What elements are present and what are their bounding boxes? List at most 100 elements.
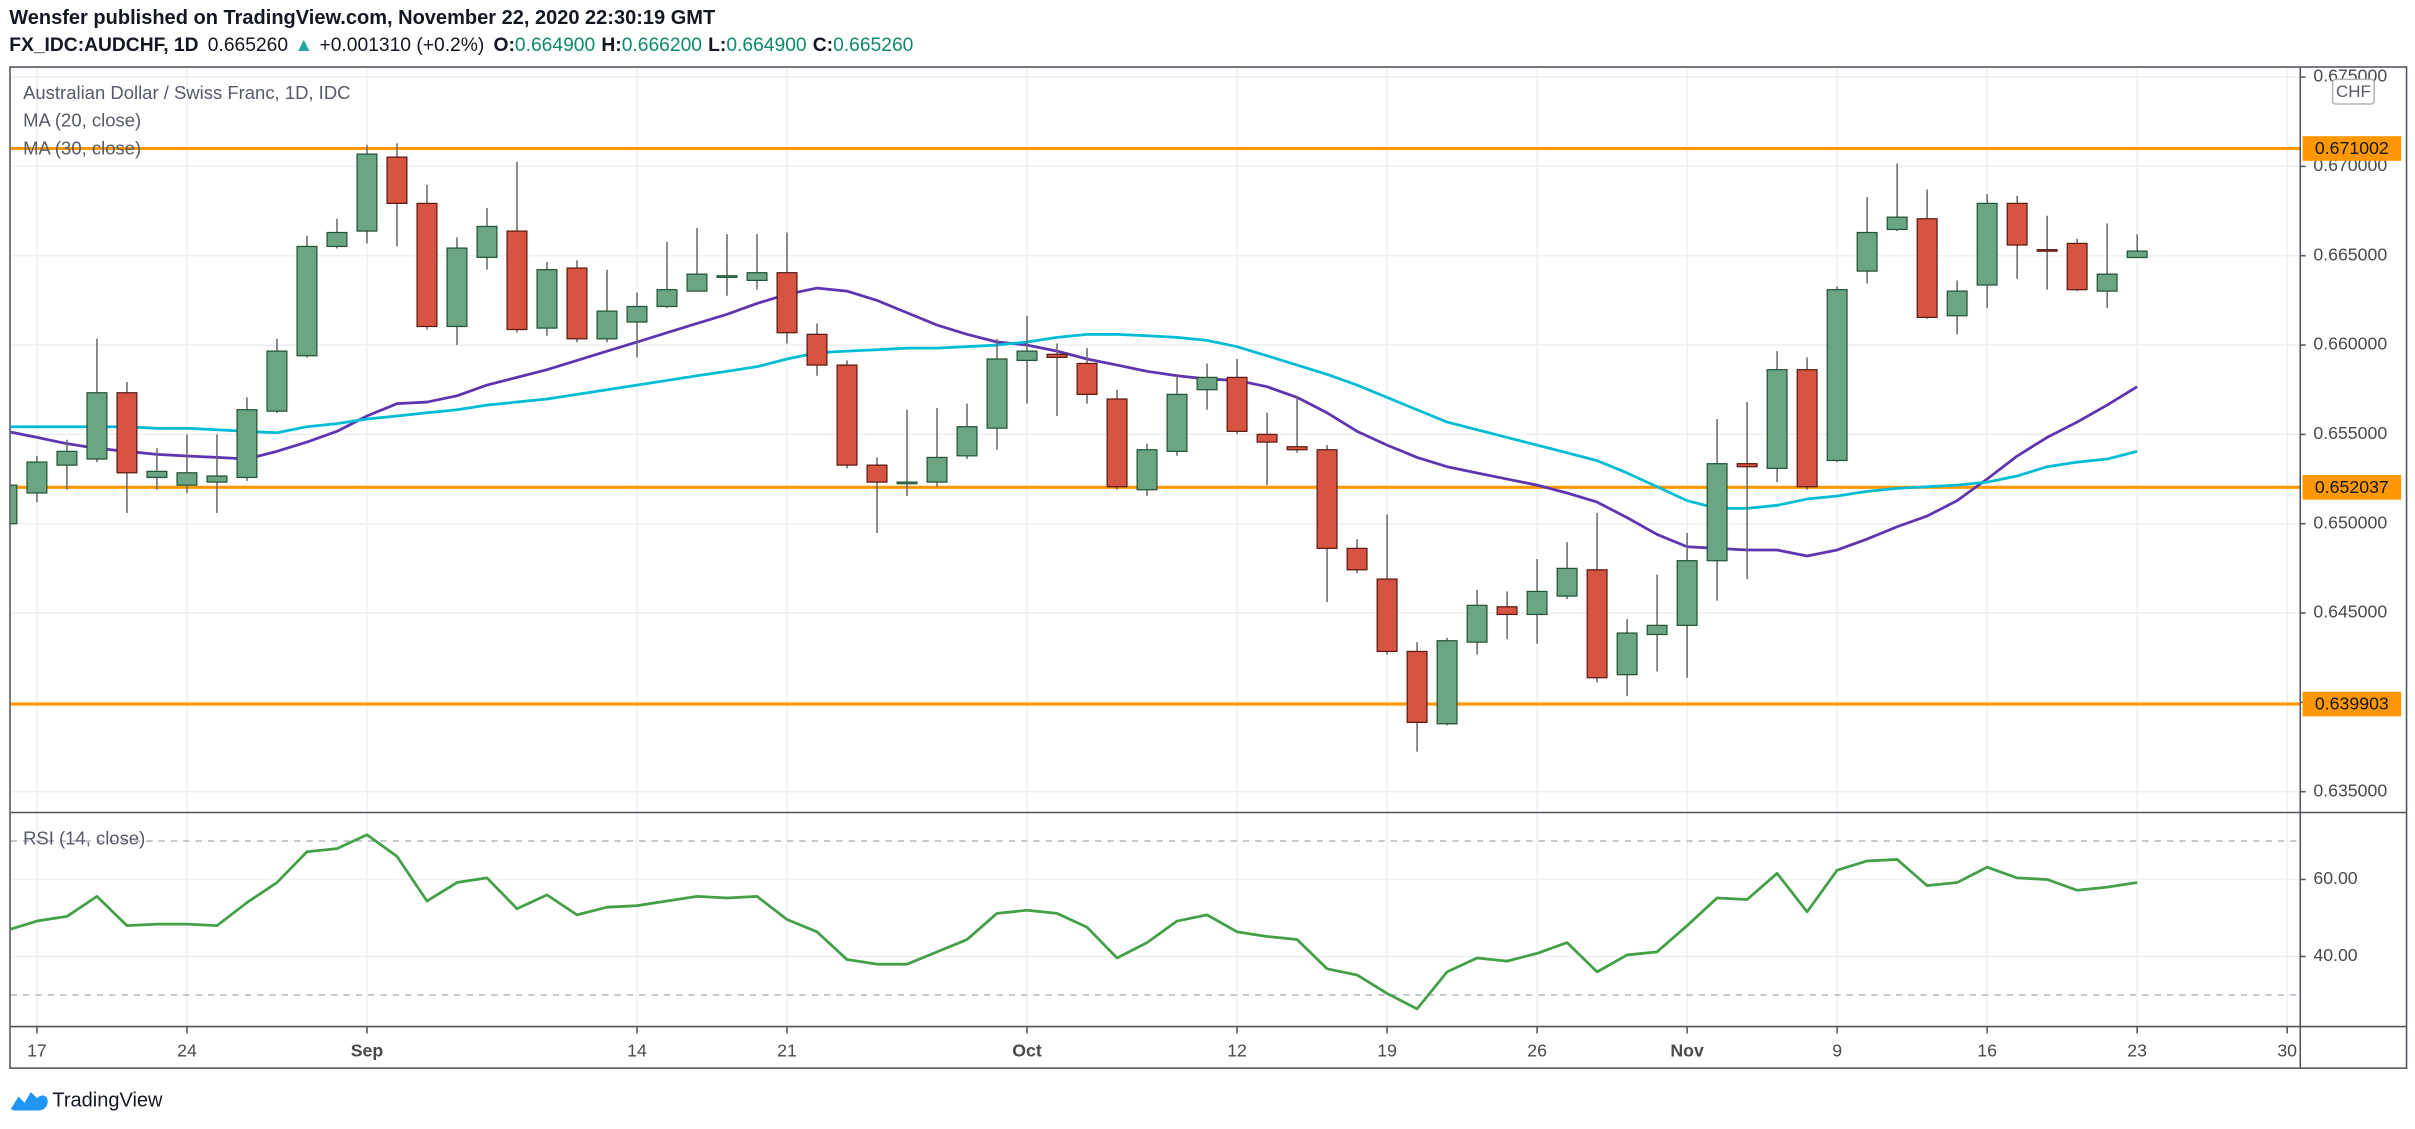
candle-body bbox=[236, 409, 258, 479]
candle-body bbox=[1826, 289, 1848, 462]
candle-body bbox=[1046, 353, 1068, 359]
candle-body bbox=[1346, 547, 1368, 571]
ohlc-label: O: bbox=[494, 35, 515, 56]
x-tick-label: 23 bbox=[2127, 1041, 2147, 1061]
candle-body bbox=[416, 202, 438, 328]
candle-body bbox=[1646, 624, 1668, 636]
x-tick-label: 26 bbox=[1527, 1041, 1547, 1061]
y-tick-label: 0.645000 bbox=[2313, 602, 2387, 622]
y-tick-label: 0.660000 bbox=[2313, 334, 2387, 354]
x-tick-label: 30 bbox=[2277, 1041, 2297, 1061]
legend-entry: MA (20, close) bbox=[23, 110, 141, 131]
ohlc-value: 0.664900 bbox=[515, 35, 595, 56]
ohlc-value: 0.665260 bbox=[833, 35, 913, 56]
candle-body bbox=[1256, 433, 1278, 443]
candle-body bbox=[1436, 640, 1458, 725]
price-label: 0.652037 bbox=[2315, 477, 2389, 497]
x-tick-label: 21 bbox=[777, 1041, 797, 1061]
candle-body bbox=[1676, 560, 1698, 626]
candle-body bbox=[1886, 216, 1908, 231]
candle-body bbox=[1736, 463, 1758, 468]
candle-body bbox=[1316, 449, 1338, 549]
candle-body bbox=[446, 247, 468, 328]
candle-body bbox=[956, 426, 978, 457]
y-tick-label: 0.650000 bbox=[2313, 512, 2387, 532]
rsi-line bbox=[10, 833, 2138, 1011]
candle-body bbox=[536, 269, 558, 329]
candle-body bbox=[1856, 231, 1878, 272]
candle-body bbox=[10, 484, 18, 525]
candle-body bbox=[1136, 449, 1158, 491]
candle-body bbox=[1226, 376, 1248, 432]
candle-body bbox=[866, 464, 888, 483]
ohlc-label: C: bbox=[813, 35, 833, 56]
change: +0.001310 (+0.2%) bbox=[319, 35, 484, 56]
publish-line: Wensfer published on TradingView.com, No… bbox=[9, 7, 716, 29]
y-tick-label: 60.00 bbox=[2313, 868, 2357, 888]
candle-body bbox=[1496, 606, 1518, 616]
candle-body bbox=[1196, 376, 1218, 391]
price-label-box bbox=[2302, 474, 2402, 500]
candle-body bbox=[986, 358, 1008, 429]
candle-body bbox=[1946, 290, 1968, 317]
symbol: FX_IDC:AUDCHF, 1D bbox=[9, 35, 198, 56]
legend-title: Australian Dollar / Swiss Franc, 1D, IDC bbox=[23, 82, 350, 103]
ohlc-value: 0.666200 bbox=[622, 35, 702, 56]
candle-body bbox=[566, 267, 588, 340]
candle-body bbox=[2126, 250, 2148, 259]
x-tick-label: Sep bbox=[351, 1041, 384, 1061]
candle-body bbox=[1916, 218, 1938, 318]
candle-body bbox=[1766, 369, 1788, 469]
candle-body bbox=[1106, 398, 1128, 488]
candle-body bbox=[86, 392, 108, 460]
price-label-box bbox=[2302, 691, 2402, 717]
change-arrow: ▲ bbox=[294, 35, 313, 56]
candle-body bbox=[476, 225, 498, 258]
axes: 17 24 Sep 14 21 Oct 12 19 26 Nov 9 16 23 30 0.635000 0.… bbox=[27, 66, 2402, 1061]
candle-body bbox=[896, 481, 918, 485]
candle-body bbox=[506, 230, 528, 331]
legend-entry: RSI (14, close) bbox=[23, 827, 145, 848]
candle-body bbox=[776, 272, 798, 334]
price-label: 0.639903 bbox=[2315, 694, 2389, 714]
currency-box bbox=[2331, 78, 2375, 105]
candle-body bbox=[146, 470, 168, 479]
price-label: 0.671002 bbox=[2315, 138, 2389, 158]
last-price: 0.665260 bbox=[208, 35, 288, 56]
candle-body bbox=[1616, 632, 1638, 676]
candle-body bbox=[716, 275, 738, 278]
x-tick-label: Nov bbox=[1670, 1041, 1704, 1061]
rsi-pane bbox=[10, 813, 2300, 1026]
candle-body bbox=[116, 392, 138, 474]
y-tick-label: 0.665000 bbox=[2313, 244, 2387, 264]
candle-body bbox=[1706, 463, 1728, 562]
ohlc-value: 0.664900 bbox=[726, 35, 806, 56]
candle-body bbox=[1406, 650, 1428, 723]
x-tick-label: 14 bbox=[627, 1041, 647, 1061]
candle-body bbox=[1586, 569, 1608, 679]
logo-icon bbox=[10, 1092, 48, 1111]
candle-body bbox=[926, 456, 948, 483]
candle-body bbox=[1166, 393, 1188, 452]
candle-body bbox=[1796, 369, 1818, 488]
candle-body bbox=[2036, 249, 2058, 252]
currency: CHF bbox=[2336, 82, 2371, 101]
x-tick-label: Oct bbox=[1012, 1041, 1042, 1061]
candle-body bbox=[626, 305, 648, 323]
x-tick-label: 9 bbox=[1832, 1041, 1842, 1061]
candle-body bbox=[1016, 350, 1038, 362]
y-tick-label: 40.00 bbox=[2313, 945, 2357, 965]
ohlc-label: H: bbox=[601, 35, 621, 56]
candle-body bbox=[2066, 242, 2088, 291]
x-tick-label: 16 bbox=[1977, 1041, 1997, 1061]
candle-body bbox=[2006, 202, 2028, 246]
price-label-box bbox=[2302, 136, 2402, 161]
main-pane bbox=[10, 67, 2300, 812]
candle-body bbox=[1526, 590, 1548, 616]
candle-body bbox=[386, 156, 408, 205]
candle-body bbox=[26, 461, 48, 494]
brand-logo bbox=[10, 1092, 48, 1111]
candle-body bbox=[356, 153, 378, 232]
